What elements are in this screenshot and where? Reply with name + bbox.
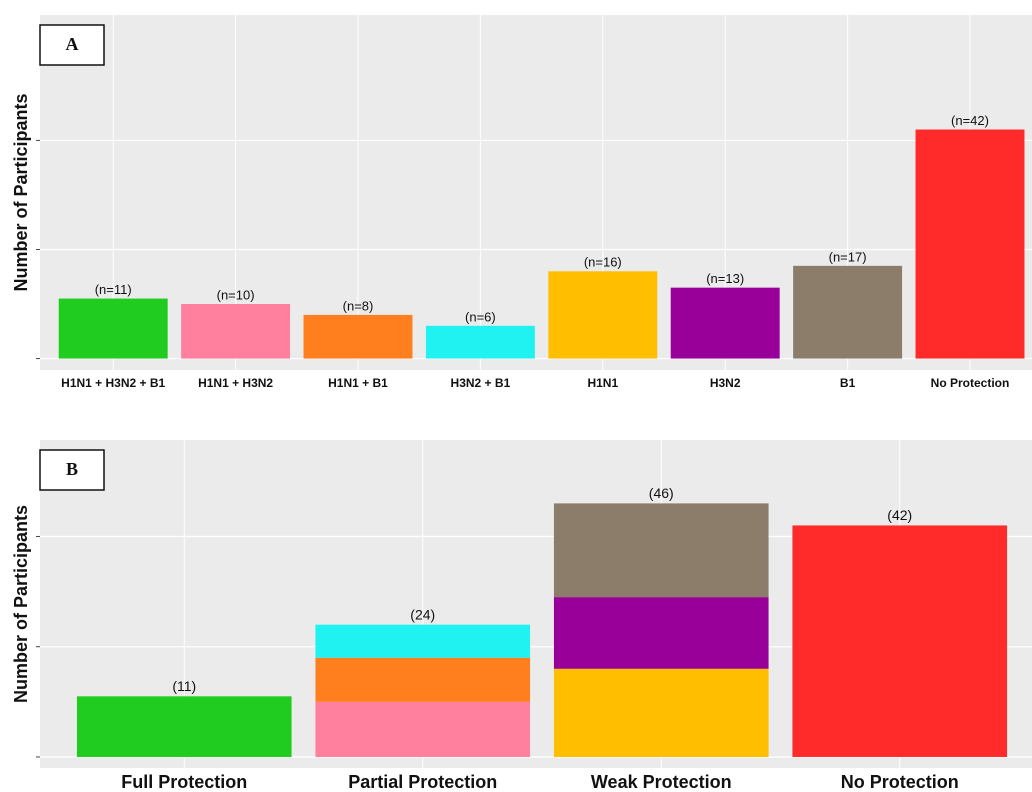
bar-segment: [553, 597, 769, 669]
value-label: (n=10): [217, 287, 255, 302]
x-tick-label: Full Protection: [121, 772, 247, 792]
x-tick-label: No Protection: [841, 772, 959, 792]
bar-segment: [553, 668, 769, 757]
x-tick-label: H1N1 + H3N2 + B1: [61, 376, 165, 390]
bar-segment: [553, 503, 769, 598]
value-label: (n=11): [95, 282, 132, 297]
bar-segment: [76, 696, 292, 757]
x-tick-label: No Protection: [931, 376, 1010, 390]
bar: [915, 129, 1025, 359]
total-label: (42): [887, 507, 912, 523]
total-label: (46): [649, 485, 674, 501]
x-tick-label: H3N2 + B1: [451, 376, 511, 390]
x-tick-label: H1N1 + H3N2: [198, 376, 273, 390]
value-label: (n=16): [584, 255, 622, 270]
panel-label: B: [66, 459, 78, 479]
value-label: (n=13): [706, 271, 744, 286]
value-label: (n=17): [829, 249, 867, 264]
panel-label: A: [66, 34, 79, 54]
y-axis-title: Number of Participants: [11, 93, 31, 291]
total-label: (24): [410, 606, 435, 622]
value-label: (n=42): [951, 113, 989, 128]
y-axis-title: Number of Participants: [11, 505, 31, 703]
bar-segment: [315, 701, 531, 757]
panel-box: [39, 24, 105, 66]
panel-box: [39, 449, 105, 491]
bar: [425, 325, 535, 359]
x-tick-label: Partial Protection: [348, 772, 497, 792]
value-label: (n=6): [465, 309, 496, 324]
bar: [303, 314, 413, 359]
x-tick-label: B1: [840, 376, 856, 390]
x-tick-label: H1N1 + B1: [328, 376, 388, 390]
x-tick-label: H1N1: [587, 376, 618, 390]
value-label: (n=8): [343, 298, 374, 313]
bar-segment: [315, 657, 531, 702]
bar: [793, 265, 903, 359]
bar: [548, 271, 658, 359]
x-tick-label: H3N2: [710, 376, 741, 390]
bar-segment: [792, 525, 1008, 757]
bar-segment: [315, 624, 531, 658]
total-label: (11): [172, 678, 196, 694]
bar: [58, 298, 168, 359]
x-tick-label: Weak Protection: [591, 772, 732, 792]
bar: [181, 304, 291, 359]
bar: [670, 287, 780, 359]
